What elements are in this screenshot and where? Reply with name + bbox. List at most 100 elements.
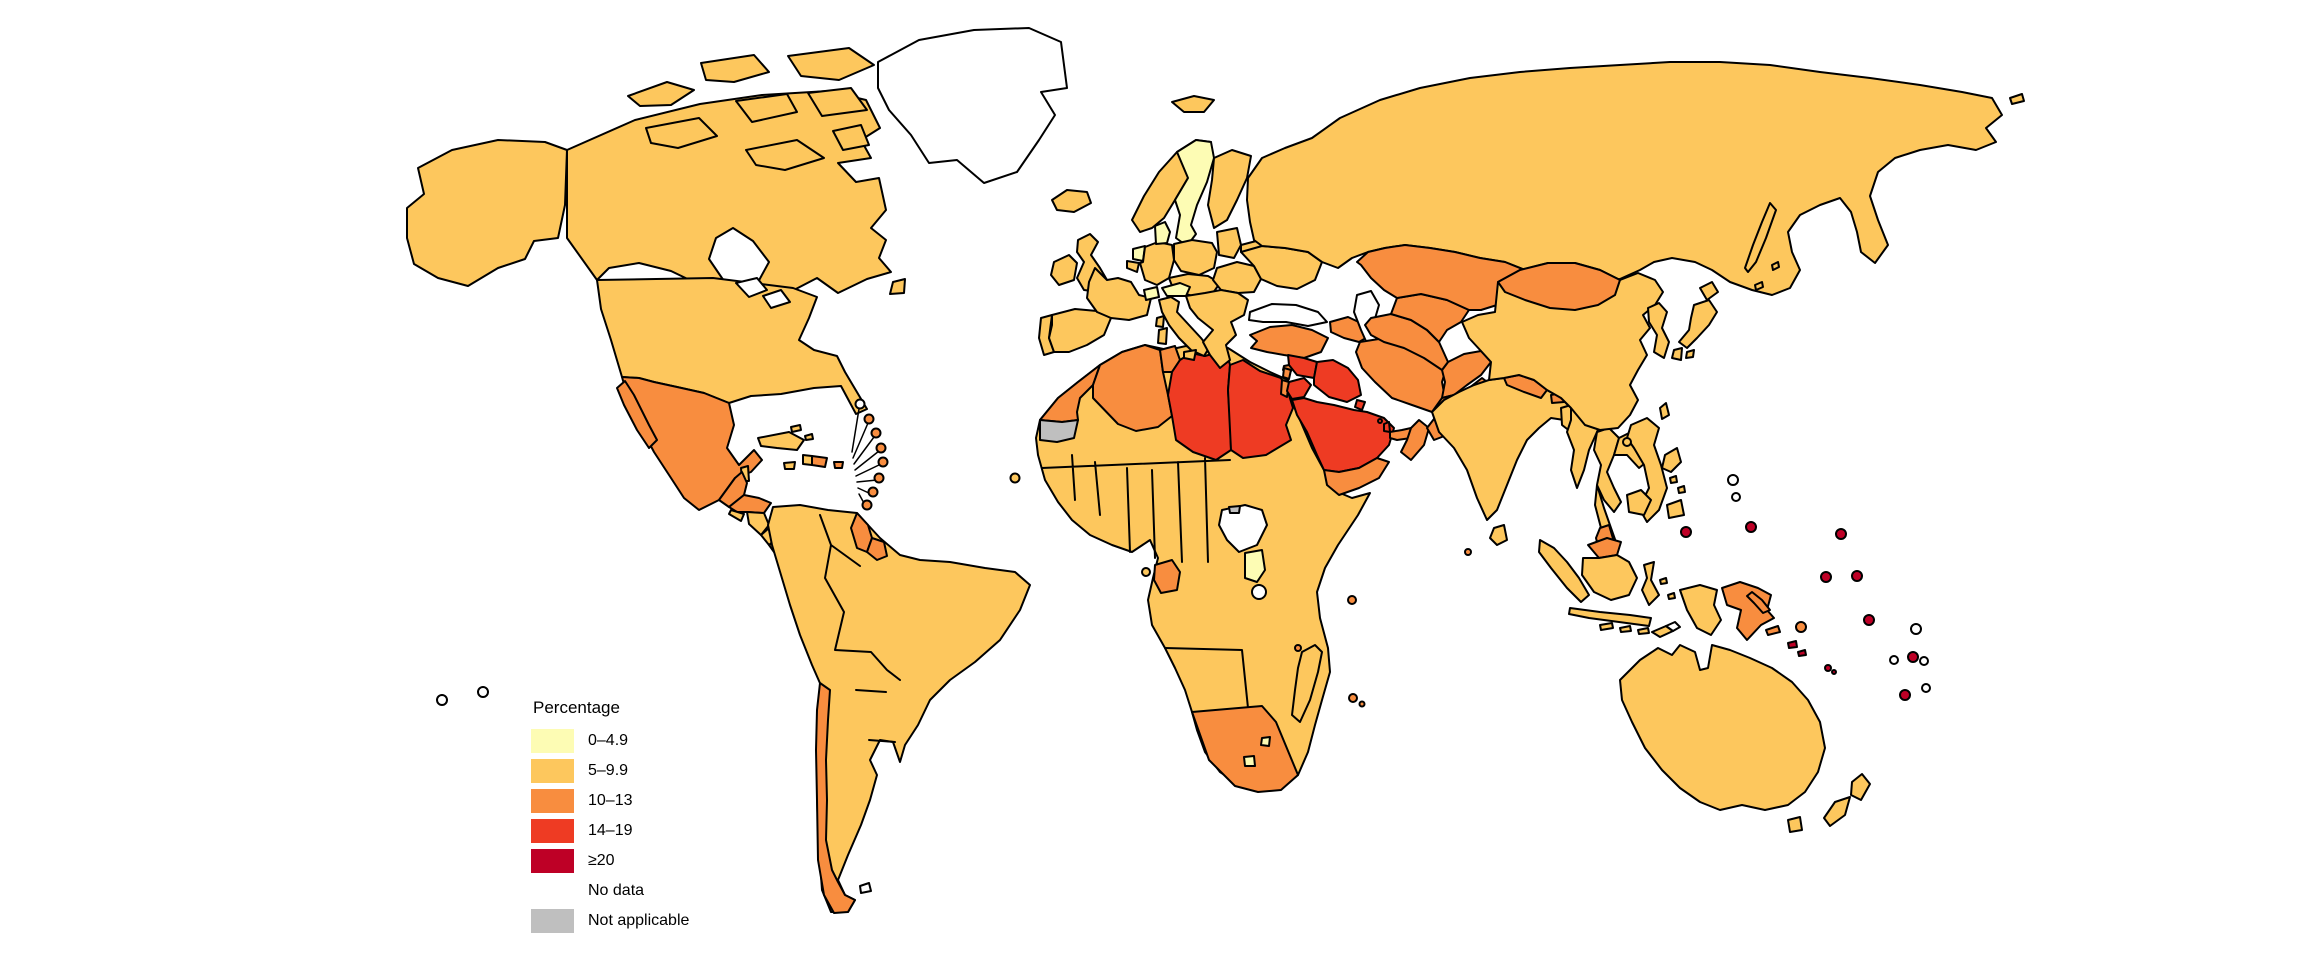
region-finland bbox=[1207, 149, 1252, 229]
water-lake-victoria bbox=[1251, 584, 1267, 600]
region-japan bbox=[1671, 281, 1719, 361]
region-cambodia bbox=[1626, 489, 1652, 516]
region-switzerland bbox=[1143, 286, 1160, 301]
region-iraq bbox=[1313, 359, 1362, 403]
legend-swatch-0-4.9 bbox=[531, 729, 574, 753]
legend-label-10-13: 10–13 bbox=[588, 792, 633, 809]
region-india bbox=[1431, 374, 1572, 521]
region-pacific-island-west-1 bbox=[436, 694, 448, 706]
region-egypt bbox=[1227, 359, 1294, 459]
region-tasmania bbox=[1787, 816, 1803, 833]
region-greenland bbox=[877, 27, 1068, 184]
region-nicaragua bbox=[746, 511, 770, 536]
region-uganda bbox=[1244, 549, 1266, 583]
region-micronesia bbox=[1745, 521, 1757, 533]
region-mexico bbox=[616, 376, 763, 511]
region-denmark bbox=[1154, 221, 1171, 245]
region-lesotho bbox=[1243, 755, 1256, 767]
legend-label-gte20: ≥20 bbox=[588, 852, 615, 869]
region-vietnam bbox=[1626, 417, 1668, 523]
region-oman bbox=[1400, 419, 1430, 461]
region-sri-lanka bbox=[1489, 524, 1508, 546]
region-papua-new-guinea bbox=[1721, 581, 1781, 641]
legend-label-not-applicable: Not applicable bbox=[588, 912, 690, 929]
region-new-caledonia bbox=[1746, 591, 1771, 614]
region-canada bbox=[566, 47, 906, 312]
region-abyei bbox=[1228, 505, 1241, 514]
legend-row-14-19: 14–19 bbox=[531, 816, 689, 846]
region-hainan bbox=[1622, 437, 1632, 447]
region-western-sahara bbox=[1039, 419, 1079, 443]
region-svalbard bbox=[1171, 95, 1215, 113]
region-south-sudan bbox=[1218, 504, 1268, 553]
region-indonesia bbox=[1538, 539, 1722, 638]
legend-swatch-gte20 bbox=[531, 849, 574, 873]
region-iceland bbox=[1051, 189, 1092, 213]
region-vanuatu bbox=[1795, 621, 1807, 633]
region-cape-verde bbox=[1009, 472, 1021, 484]
region-caribbean-no-data-island bbox=[854, 398, 866, 410]
legend-label-0-4.9: 0–4.9 bbox=[588, 732, 629, 749]
water-black-sea bbox=[1248, 303, 1328, 327]
region-nauru bbox=[1820, 571, 1832, 583]
legend-swatch-no-data bbox=[531, 879, 574, 903]
legend-label-14-19: 14–19 bbox=[588, 822, 633, 839]
region-jordan bbox=[1286, 377, 1312, 400]
region-africa bbox=[1035, 344, 1371, 791]
legend-row-not-applicable: Not applicable bbox=[531, 906, 689, 936]
region-bahrain bbox=[1377, 418, 1383, 424]
legend-swatch-5-9.9 bbox=[531, 759, 574, 783]
region-pacific-island-west-2 bbox=[477, 686, 489, 698]
region-seychelles bbox=[1347, 595, 1357, 605]
region-american-samoa bbox=[1919, 656, 1929, 666]
legend-swatch-10-13 bbox=[531, 789, 574, 813]
region-france bbox=[1086, 267, 1152, 321]
legend-row-no-data: No data bbox=[531, 876, 689, 906]
region-wallis-and-futuna bbox=[1910, 623, 1922, 635]
region-maldives bbox=[1464, 548, 1472, 556]
legend-row-gte20: ≥20 bbox=[531, 846, 689, 876]
region-marshall-islands bbox=[1835, 528, 1847, 540]
region-kiribati bbox=[1851, 570, 1863, 582]
legend-swatch-14-19 bbox=[531, 819, 574, 843]
region-chile bbox=[815, 682, 856, 914]
legend-swatch-not-applicable bbox=[531, 909, 574, 933]
water-great-lakes-1 bbox=[735, 277, 768, 298]
region-spain bbox=[1048, 308, 1112, 353]
region-madagascar bbox=[1291, 644, 1323, 723]
legend-row-5-9.9: 5–9.9 bbox=[531, 756, 689, 786]
region-falkland-islands bbox=[859, 882, 872, 894]
region-gabon bbox=[1153, 559, 1181, 594]
legend-row-0-4.9: 0–4.9 bbox=[531, 726, 689, 756]
legend-title: Percentage bbox=[533, 698, 620, 717]
region-niue bbox=[1921, 683, 1931, 693]
region-austria bbox=[1161, 282, 1191, 297]
region-afghanistan bbox=[1441, 350, 1492, 399]
water-great-lakes-2 bbox=[762, 289, 791, 309]
region-palau bbox=[1680, 526, 1692, 538]
region-baltic-states bbox=[1216, 227, 1242, 259]
legend: Percentage 0–4.9 5–9.9 10–13 14–19 ≥20 N… bbox=[531, 698, 689, 936]
region-fiji bbox=[1824, 664, 1837, 675]
region-sao-tome-and-principe bbox=[1141, 567, 1151, 577]
region-qatar bbox=[1383, 421, 1391, 433]
region-solomon-islands bbox=[1787, 640, 1807, 657]
region-jamaica bbox=[783, 461, 796, 470]
region-cook-islands bbox=[1889, 655, 1899, 665]
legend-label-5-9.9: 5–9.9 bbox=[588, 762, 629, 779]
region-comoros bbox=[1294, 644, 1302, 652]
region-eswatini bbox=[1260, 736, 1271, 747]
region-tonga bbox=[1899, 689, 1911, 701]
region-el-salvador bbox=[728, 509, 745, 522]
region-sweden bbox=[1174, 139, 1215, 247]
region-kuwait bbox=[1354, 399, 1366, 411]
region-bahamas bbox=[790, 424, 814, 441]
region-puerto-rico bbox=[833, 461, 844, 469]
region-timor-leste bbox=[1665, 621, 1681, 632]
region-saudi-arabia bbox=[1291, 397, 1395, 473]
region-korea bbox=[1647, 302, 1670, 359]
region-mauritius bbox=[1348, 693, 1366, 708]
region-dominican-republic bbox=[811, 455, 828, 468]
region-guam bbox=[1731, 492, 1741, 502]
